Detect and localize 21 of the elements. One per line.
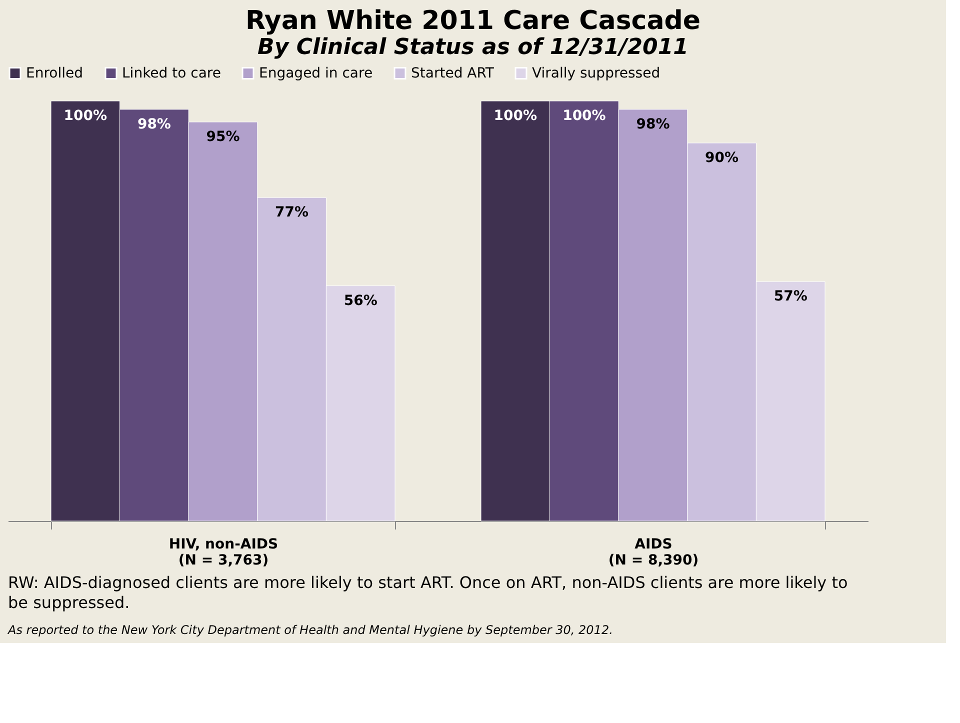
x-tick-label: HIV, non-AIDS (N = 3,763)	[168, 536, 278, 568]
legend-label: Engaged in care	[259, 65, 373, 82]
chart-title: Ryan White 2011 Care Cascade	[246, 6, 700, 36]
data-label: 77%	[275, 204, 309, 221]
data-label: 100%	[562, 108, 606, 124]
x-tick-label: AIDS (N = 8,390)	[608, 536, 699, 568]
text: RW: AIDS-diagnosed clients are more likely to start ART. Once on ART, non-AIDS clients are more likely to be suppressed.	[8, 573, 848, 612]
data-label: 98%	[636, 116, 670, 132]
legend-label: Linked to care	[122, 65, 221, 82]
data-label: 57%	[774, 288, 808, 305]
data-label: 98%	[137, 116, 171, 132]
legend-label: Virally suppressed	[532, 65, 660, 82]
data-label: 56%	[344, 292, 378, 309]
data-label: 100%	[64, 108, 108, 124]
legend-label: Started ART	[411, 65, 494, 82]
data-label: 95%	[206, 129, 240, 145]
legend-label: Enrolled	[26, 65, 84, 82]
chart-subtitle: By Clinical Status as of 12/31/2011	[258, 35, 688, 60]
data-label: 90%	[705, 150, 739, 166]
text: As reported to the New York City Department of Health and Mental Hygiene by September 30, 2012.	[7, 623, 613, 637]
data-label: 100%	[494, 108, 538, 124]
